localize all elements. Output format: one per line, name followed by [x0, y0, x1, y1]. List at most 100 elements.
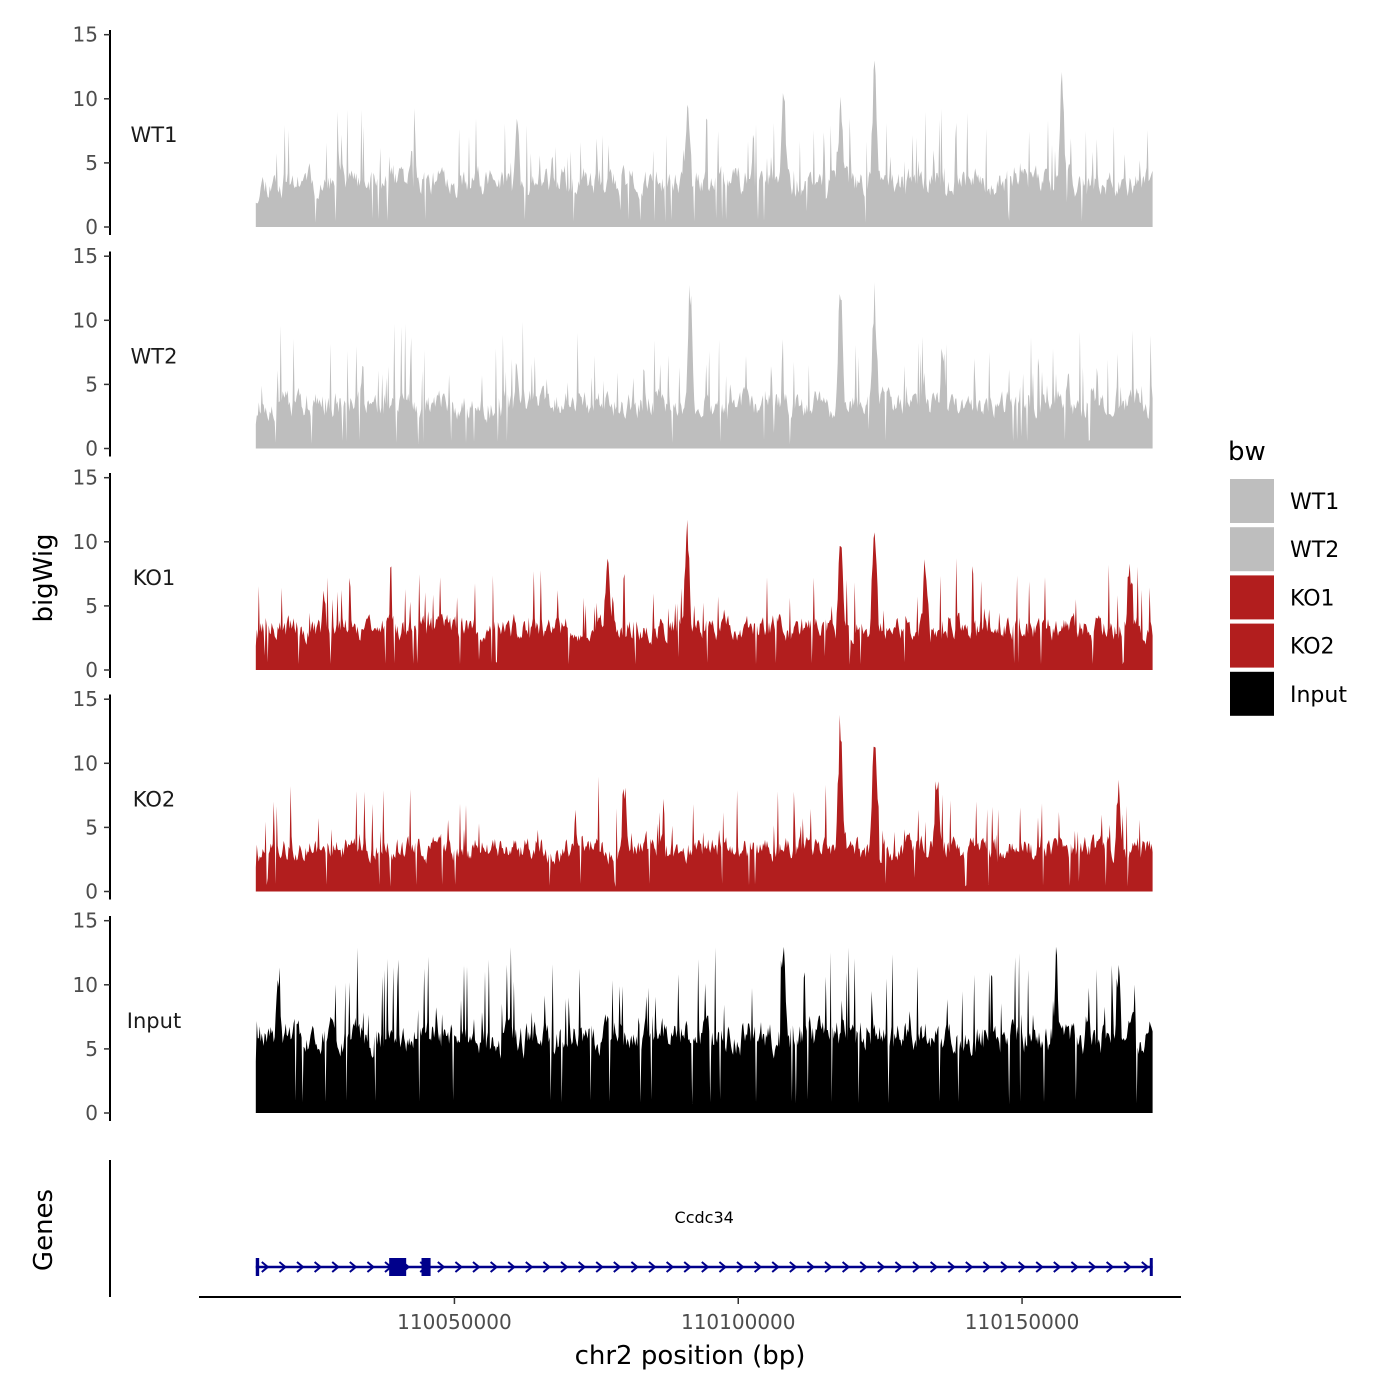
strand-arrow — [929, 1261, 939, 1273]
y-tick-label: 10 — [73, 87, 98, 111]
strand-arrow — [437, 1261, 446, 1273]
legend-key-wt2 — [1230, 527, 1274, 572]
strand-arrow — [1070, 1261, 1079, 1273]
strand-arrow — [789, 1261, 798, 1273]
signal-area-input — [255, 946, 1153, 1113]
x-tick-label: 110100000 — [681, 1310, 796, 1334]
exon — [389, 1258, 407, 1276]
strand-arrow — [806, 1261, 815, 1273]
y-tick-label: 10 — [73, 530, 98, 554]
y-tick-label: 5 — [85, 372, 98, 396]
strand-arrow — [982, 1261, 991, 1273]
strand-arrow — [595, 1261, 604, 1273]
y-tick-label: 5 — [85, 151, 98, 175]
signal-area-ko1 — [255, 519, 1153, 670]
signal-area-wt2 — [255, 282, 1153, 449]
y-tick-label: 10 — [73, 973, 98, 997]
strand-arrow — [1000, 1261, 1009, 1273]
strand-arrow — [1123, 1261, 1132, 1273]
x-tick-label: 110150000 — [965, 1310, 1080, 1334]
legend-label: KO1 — [1290, 586, 1335, 611]
strand-arrow — [824, 1261, 833, 1273]
strand-arrow — [331, 1261, 340, 1273]
track-input: 0 5 10 15 Input — [73, 909, 1153, 1125]
legend-key-input — [1230, 671, 1274, 716]
track-label: KO2 — [133, 788, 176, 812]
track-wt1: 0 5 10 15 WT1 — [73, 23, 1153, 239]
strand-arrow — [366, 1261, 375, 1273]
strand-arrow — [947, 1261, 956, 1273]
x-axis-label: chr2 position (bp) — [575, 1341, 806, 1371]
strand-arrow — [965, 1261, 974, 1273]
genes-panel: Genes Ccdc34 — [29, 1160, 1153, 1297]
strand-arrow — [454, 1261, 463, 1273]
strand-arrow — [648, 1261, 657, 1273]
y-tick-label: 0 — [85, 1101, 98, 1125]
strand-arrow — [560, 1261, 569, 1273]
track-label: WT2 — [131, 345, 178, 369]
genes-axis-label: Genes — [29, 1189, 59, 1271]
y-tick-label: 10 — [73, 308, 98, 332]
strand-arrow — [753, 1261, 763, 1273]
strand-arrow — [701, 1261, 710, 1273]
strand-arrow — [736, 1261, 745, 1273]
exon — [421, 1258, 431, 1276]
y-tick-label: 15 — [73, 244, 98, 268]
strand-arrow — [859, 1261, 868, 1273]
strand-arrow — [349, 1261, 358, 1273]
strand-arrow — [542, 1261, 551, 1273]
track-wt2: 0 5 10 15 WT2 — [73, 244, 1153, 461]
strand-arrow — [577, 1261, 587, 1273]
exon — [255, 1258, 260, 1276]
y-tick-label: 15 — [73, 687, 98, 711]
strand-arrow — [296, 1261, 305, 1273]
strand-arrow — [261, 1261, 270, 1273]
strand-arrow — [1088, 1261, 1097, 1273]
strand-arrow — [313, 1261, 323, 1273]
strand-arrow — [507, 1261, 516, 1273]
strand-arrow — [1141, 1261, 1150, 1273]
legend-label: WT2 — [1290, 538, 1339, 563]
x-axis: chr2 position (bp) 110050000 110100000 110… — [199, 1296, 1181, 1371]
y-tick-label: 0 — [85, 880, 98, 904]
strand-arrow — [472, 1261, 481, 1273]
signal-area-wt1 — [255, 60, 1153, 227]
strand-arrow — [912, 1261, 921, 1273]
legend-key-ko1 — [1230, 575, 1274, 620]
strand-arrow — [489, 1261, 499, 1273]
y-tick-label: 0 — [85, 437, 98, 461]
strand-arrow — [841, 1261, 851, 1273]
strand-arrow — [278, 1261, 287, 1273]
y-tick-label: 5 — [85, 815, 98, 839]
strand-arrow — [771, 1261, 780, 1273]
strand-arrow — [613, 1261, 622, 1273]
exon — [1149, 1258, 1153, 1276]
x-tick-label: 110050000 — [397, 1310, 512, 1334]
strand-arrow — [665, 1261, 675, 1273]
strand-arrow — [1035, 1261, 1044, 1273]
strand-arrow — [877, 1261, 886, 1273]
legend-label: WT1 — [1290, 490, 1339, 515]
strand-arrow — [630, 1261, 639, 1273]
legend-title: bw — [1228, 437, 1266, 467]
track-label: KO1 — [133, 566, 176, 590]
strand-arrow — [718, 1261, 727, 1273]
y-tick-label: 5 — [85, 594, 98, 618]
y-tick-label: 0 — [85, 658, 98, 682]
signal-area-ko2 — [255, 714, 1153, 892]
legend-label: Input — [1290, 683, 1347, 708]
tracks-layer: 0 5 10 15 WT1 0 5 10 15 WT2 0 5 10 15 KO1 0 5 10 15 KO2 0 5 10… — [73, 23, 1153, 1125]
legend: bw WT1 WT2 KO1 KO2 Input — [1228, 437, 1347, 716]
y-tick-label: 10 — [73, 751, 98, 775]
y-tick-label: 15 — [73, 23, 98, 47]
legend-key-wt1 — [1230, 479, 1274, 523]
y-axis-label: bigWig — [29, 533, 59, 622]
track-label: WT1 — [131, 123, 178, 147]
y-tick-label: 0 — [85, 215, 98, 239]
y-tick-label: 15 — [73, 909, 98, 933]
strand-arrow — [1053, 1261, 1062, 1273]
strand-arrow — [1105, 1261, 1115, 1273]
strand-arrow — [894, 1261, 903, 1273]
legend-key-ko2 — [1230, 623, 1274, 668]
